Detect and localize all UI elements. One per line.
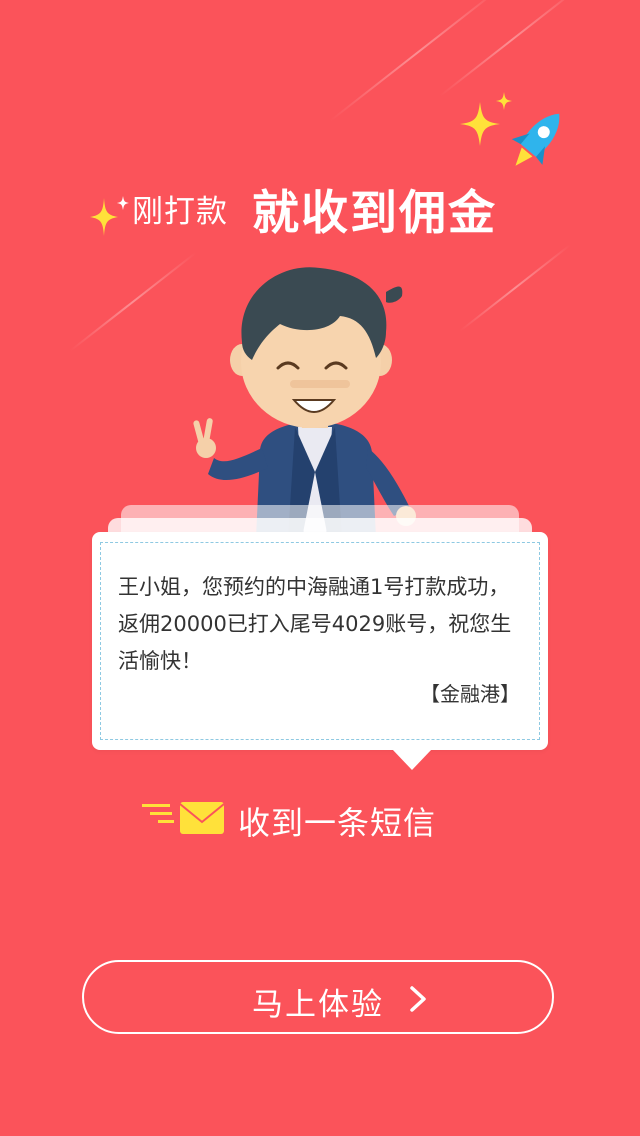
- sms-notice: 收到一条短信: [142, 798, 462, 842]
- sparkle-icon: [496, 92, 512, 110]
- sms-message-card: 王小姐，您预约的中海融通1号打款成功，返佣20000已打入尾号4029账号，祝您…: [92, 532, 548, 770]
- speech-bubble-tail: [392, 749, 432, 770]
- light-streak: [459, 244, 571, 332]
- light-streak: [69, 251, 197, 352]
- rocket-icon: [511, 113, 560, 166]
- sparkle-icon: [90, 198, 118, 236]
- businessman-illustration: [193, 267, 416, 538]
- sparkle-icon: [460, 102, 500, 146]
- sms-notice-label: 收到一条短信: [238, 804, 437, 842]
- sms-message-signature: 【金融港】: [420, 682, 520, 706]
- headline: 刚打款 就收到佣金: [132, 172, 552, 241]
- headline-title: 就收到佣金: [252, 186, 497, 241]
- light-streak: [439, 0, 583, 97]
- envelope-icon: [142, 802, 225, 834]
- card-dashed-border: [100, 542, 540, 740]
- sparkle-icon: [117, 196, 129, 210]
- chevron-right-icon: [410, 986, 426, 1012]
- try-now-label: 马上体验: [252, 987, 384, 1023]
- sms-message-body: 王小姐，您预约的中海融通1号打款成功，返佣20000已打入尾号4029账号，祝您…: [118, 575, 512, 673]
- try-now-button[interactable]: 马上体验: [82, 960, 554, 1034]
- headline-subtitle: 刚打款: [132, 194, 228, 230]
